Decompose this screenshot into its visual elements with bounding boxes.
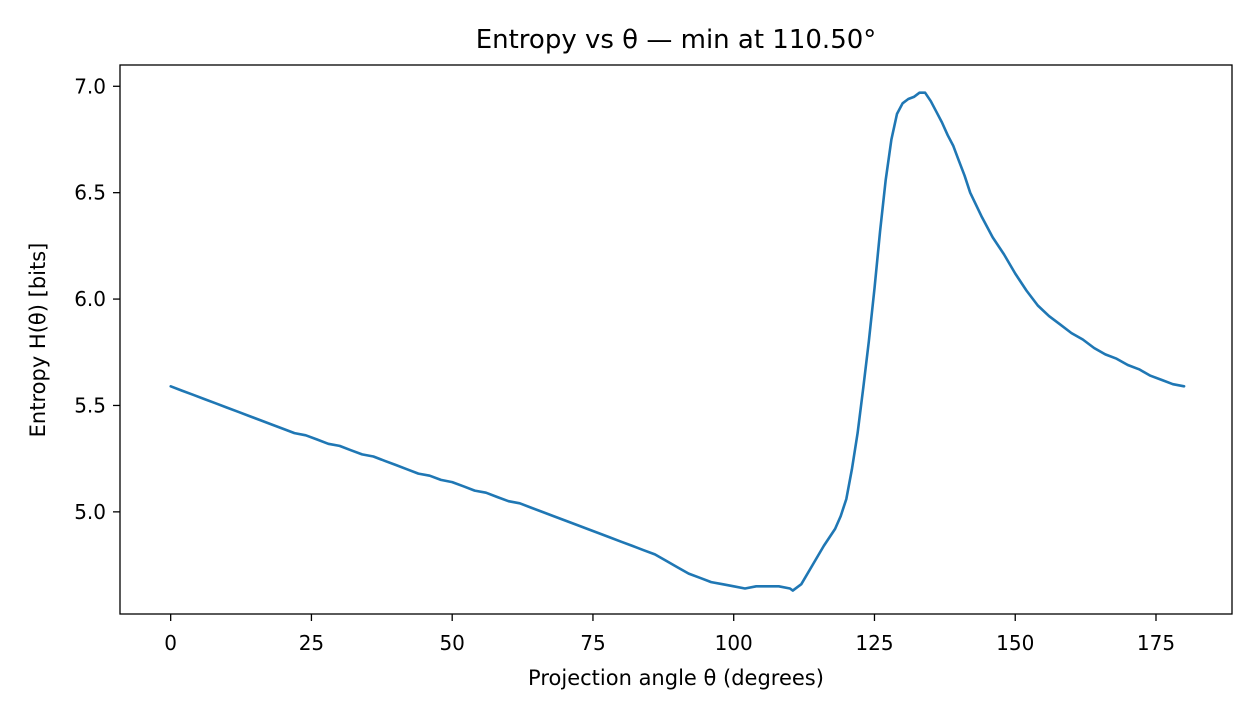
x-axis-label: Projection angle θ (degrees) <box>528 666 824 690</box>
series-line-0 <box>169 91 1186 592</box>
plot-area-frame <box>119 64 1233 615</box>
y-tick-label: 6.0 <box>74 287 106 311</box>
y-axis-label: Entropy H(θ) [bits] <box>26 243 50 438</box>
y-tick-label: 5.5 <box>74 393 106 417</box>
x-tick-label: 25 <box>299 631 324 655</box>
x-tick-label: 50 <box>439 631 464 655</box>
x-tick-label: 125 <box>855 631 893 655</box>
x-tick-label: 100 <box>715 631 753 655</box>
x-axis-ticks: 0 25 50 75 100 125 150 175 <box>164 614 1175 655</box>
series-layer <box>169 91 1186 592</box>
y-tick-label: 5.0 <box>74 500 106 524</box>
y-tick-label: 7.0 <box>74 74 106 98</box>
y-tick-label: 6.5 <box>74 181 106 205</box>
y-axis-ticks: 5.0 5.5 6.0 6.5 7.0 <box>74 74 120 524</box>
chart-title: Entropy vs θ — min at 110.50° <box>476 25 877 55</box>
x-tick-label: 175 <box>1137 631 1175 655</box>
x-tick-label: 150 <box>996 631 1034 655</box>
x-tick-label: 75 <box>580 631 605 655</box>
x-tick-label: 0 <box>164 631 177 655</box>
